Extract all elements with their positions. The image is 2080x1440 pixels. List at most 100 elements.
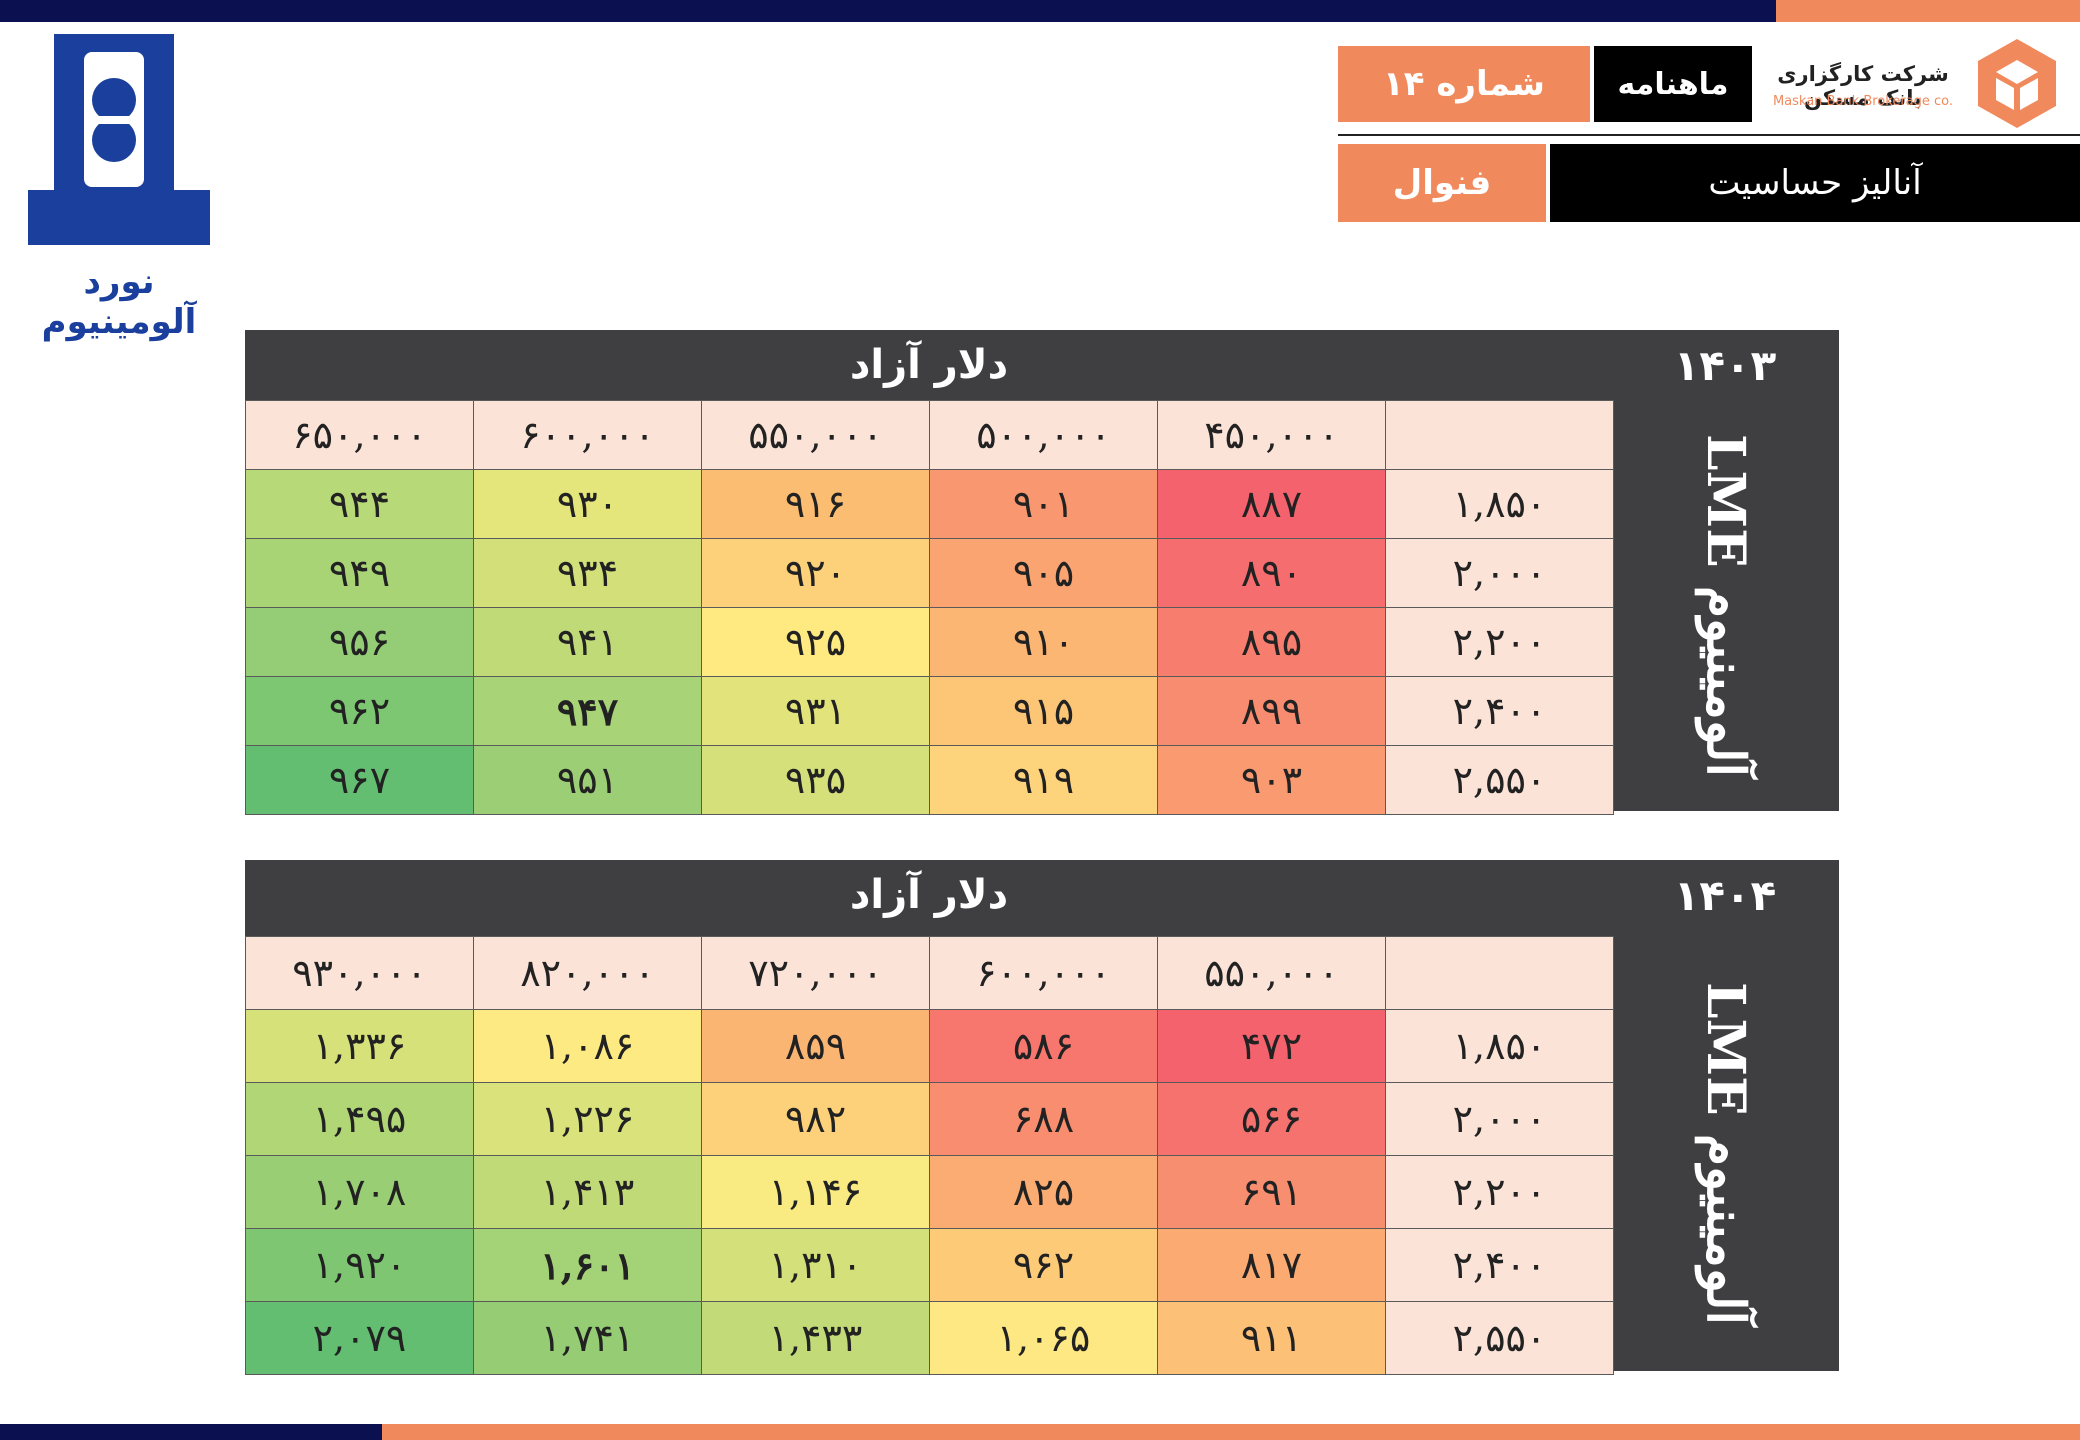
table-header: دلار آزاد	[849, 342, 1009, 388]
value-cell: ۱,۹۲۰	[245, 1228, 474, 1302]
table-header: دلار آزاد	[849, 872, 1009, 918]
value-cell: ۹۸۲	[701, 1082, 930, 1156]
side-label: آلومینیوم LME	[1611, 936, 1839, 1371]
value-cell: ۴۷۲	[1157, 1009, 1386, 1083]
row-label-cell: ۱,۸۵۰	[1385, 1009, 1614, 1083]
value-cell: ۱,۴۱۳	[473, 1155, 702, 1229]
column-header-cell: ۵۵۰,۰۰۰	[1157, 936, 1386, 1010]
row-label-cell: ۲,۰۰۰	[1385, 538, 1614, 608]
value-cell: ۲,۰۷۹	[245, 1301, 474, 1375]
value-cell: ۱,۷۰۸	[245, 1155, 474, 1229]
value-cell: ۹۴۷	[473, 676, 702, 746]
value-cell: ۱,۰۶۵	[929, 1301, 1158, 1375]
table-row: ۹۴۹ ۹۳۴ ۹۲۰ ۹۰۵ ۸۹۰ ۲,۰۰۰	[245, 538, 1614, 608]
corner-cell	[1385, 936, 1614, 1010]
column-header-row: ۶۵۰,۰۰۰ ۶۰۰,۰۰۰ ۵۵۰,۰۰۰ ۵۰۰,۰۰۰ ۴۵۰,۰۰۰	[245, 400, 1614, 470]
table-row: ۲,۰۷۹ ۱,۷۴۱ ۱,۴۳۳ ۱,۰۶۵ ۹۱۱ ۲,۵۵۰	[245, 1301, 1614, 1375]
row-label-cell: ۲,۵۵۰	[1385, 745, 1614, 815]
column-header-cell: ۸۲۰,۰۰۰	[473, 936, 702, 1010]
column-header-cell: ۹۳۰,۰۰۰	[245, 936, 474, 1010]
report-title: آنالیز حساسیت	[1550, 144, 2080, 222]
broker-logo: شرکت کارگزاری بانک مسکن Maskan Bank Brok…	[1756, 36, 2080, 132]
value-cell: ۸۱۷	[1157, 1228, 1386, 1302]
row-label-cell: ۲,۴۰۰	[1385, 676, 1614, 746]
value-cell: ۱,۳۱۰	[701, 1228, 930, 1302]
value-cell: ۹۶۲	[929, 1228, 1158, 1302]
side-label-text: آلومینیوم LME	[1694, 433, 1756, 778]
value-cell: ۹۱۵	[929, 676, 1158, 746]
value-cell: ۵۸۶	[929, 1009, 1158, 1083]
column-header-cell: ۴۵۰,۰۰۰	[1157, 400, 1386, 470]
sensitivity-grid: ۶۵۰,۰۰۰ ۶۰۰,۰۰۰ ۵۵۰,۰۰۰ ۵۰۰,۰۰۰ ۴۵۰,۰۰۰ ۹۴۴ ۹۳…	[245, 400, 1614, 815]
corner-cell	[1385, 400, 1614, 470]
value-cell: ۹۳۴	[473, 538, 702, 608]
value-cell: ۱,۴۳۳	[701, 1301, 930, 1375]
table-row: ۱,۳۳۶ ۱,۰۸۶ ۸۵۹ ۵۸۶ ۴۷۲ ۱,۸۵۰	[245, 1009, 1614, 1083]
value-cell: ۱,۷۴۱	[473, 1301, 702, 1375]
column-header-cell: ۶۵۰,۰۰۰	[245, 400, 474, 470]
value-cell: ۹۵۶	[245, 607, 474, 677]
sensitivity-grid: ۹۳۰,۰۰۰ ۸۲۰,۰۰۰ ۷۲۰,۰۰۰ ۶۰۰,۰۰۰ ۵۵۰,۰۰۰ ۱,۳۳۶…	[245, 936, 1614, 1375]
value-cell: ۸۹۰	[1157, 538, 1386, 608]
column-header-cell: ۶۰۰,۰۰۰	[473, 400, 702, 470]
row-label-cell: ۲,۰۰۰	[1385, 1082, 1614, 1156]
row-label-cell: ۲,۲۰۰	[1385, 1155, 1614, 1229]
value-cell: ۹۲۵	[701, 607, 930, 677]
value-cell: ۹۱۶	[701, 469, 930, 539]
table-row: ۹۶۲ ۹۴۷ ۹۳۱ ۹۱۵ ۸۹۹ ۲,۴۰۰	[245, 676, 1614, 746]
company-logo: نورد آلومینیوم	[24, 30, 214, 342]
sensitivity-table-1404: دلار آزاد ۱۴۰۴ آلومینیوم LME ۹۳۰,۰۰۰ ۸۲۰,…	[245, 860, 1839, 1375]
value-cell: ۸۸۷	[1157, 469, 1386, 539]
value-cell: ۹۱۹	[929, 745, 1158, 815]
monthly-label: ماهنامه	[1594, 46, 1752, 122]
side-label-text: آلومینیوم LME	[1694, 981, 1756, 1326]
value-cell: ۱,۰۸۶	[473, 1009, 702, 1083]
value-cell: ۹۲۰	[701, 538, 930, 608]
value-cell: ۹۰۱	[929, 469, 1158, 539]
table-row: ۹۴۴ ۹۳۰ ۹۱۶ ۹۰۱ ۸۸۷ ۱,۸۵۰	[245, 469, 1614, 539]
value-cell: ۸۵۹	[701, 1009, 930, 1083]
value-cell: ۹۳۵	[701, 745, 930, 815]
column-header-cell: ۵۰۰,۰۰۰	[929, 400, 1158, 470]
grid-body: ۹۳۰,۰۰۰ ۸۲۰,۰۰۰ ۷۲۰,۰۰۰ ۶۰۰,۰۰۰ ۵۵۰,۰۰۰ ۱,۳۳۶…	[245, 936, 1614, 1375]
table-year: ۱۴۰۴	[1673, 870, 1777, 920]
column-header-cell: ۶۰۰,۰۰۰	[929, 936, 1158, 1010]
table-row: ۹۶۷ ۹۵۱ ۹۳۵ ۹۱۹ ۹۰۳ ۲,۵۵۰	[245, 745, 1614, 815]
column-header-row: ۹۳۰,۰۰۰ ۸۲۰,۰۰۰ ۷۲۰,۰۰۰ ۶۰۰,۰۰۰ ۵۵۰,۰۰۰	[245, 936, 1614, 1010]
value-cell: ۸۹۵	[1157, 607, 1386, 677]
value-cell: ۹۳۱	[701, 676, 930, 746]
bottom-bar-orange	[382, 1424, 2080, 1440]
grid-body: ۶۵۰,۰۰۰ ۶۰۰,۰۰۰ ۵۵۰,۰۰۰ ۵۰۰,۰۰۰ ۴۵۰,۰۰۰ ۹۴۴ ۹۳…	[245, 400, 1614, 815]
value-cell: ۱,۲۲۶	[473, 1082, 702, 1156]
value-cell: ۹۶۲	[245, 676, 474, 746]
issue-number-badge: شماره ۱۴	[1338, 46, 1590, 122]
broker-name-en: Maskan Bank Brokerage co.	[1772, 94, 1954, 109]
top-bar-navy	[0, 0, 1776, 22]
cube-logo-icon	[1978, 39, 2056, 128]
value-cell: ۶۹۱	[1157, 1155, 1386, 1229]
side-label: آلومینیوم LME	[1611, 400, 1839, 811]
value-cell: ۹۰۳	[1157, 745, 1386, 815]
value-cell: ۹۵۱	[473, 745, 702, 815]
value-cell: ۹۴۹	[245, 538, 474, 608]
symbol-badge: فنوال	[1338, 144, 1546, 222]
value-cell: ۱,۶۰۱	[473, 1228, 702, 1302]
value-cell: ۱,۱۴۶	[701, 1155, 930, 1229]
value-cell: ۸۹۹	[1157, 676, 1386, 746]
value-cell: ۹۶۷	[245, 745, 474, 815]
value-cell: ۹۴۴	[245, 469, 474, 539]
company-logo-text: نورد آلومینیوم	[41, 262, 197, 342]
table-row: ۹۵۶ ۹۴۱ ۹۲۵ ۹۱۰ ۸۹۵ ۲,۲۰۰	[245, 607, 1614, 677]
bottom-bar-navy	[0, 1424, 382, 1440]
sensitivity-table-1403: دلار آزاد ۱۴۰۳ آلومینیوم LME ۶۵۰,۰۰۰ ۶۰۰,…	[245, 330, 1839, 815]
row-label-cell: ۲,۵۵۰	[1385, 1301, 1614, 1375]
value-cell: ۱,۳۳۶	[245, 1009, 474, 1083]
table-row: ۱,۹۲۰ ۱,۶۰۱ ۱,۳۱۰ ۹۶۲ ۸۱۷ ۲,۴۰۰	[245, 1228, 1614, 1302]
value-cell: ۹۴۱	[473, 607, 702, 677]
header-divider	[1338, 134, 2080, 136]
table-year: ۱۴۰۳	[1673, 340, 1777, 390]
value-cell: ۶۸۸	[929, 1082, 1158, 1156]
broker-name-fa: شرکت کارگزاری بانک مسکن	[1777, 62, 1949, 110]
company-logo-icon	[28, 34, 210, 245]
table-row: ۱,۴۹۵ ۱,۲۲۶ ۹۸۲ ۶۸۸ ۵۶۶ ۲,۰۰۰	[245, 1082, 1614, 1156]
